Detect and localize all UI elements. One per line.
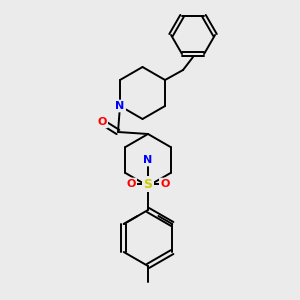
- Text: O: O: [160, 179, 170, 189]
- Text: O: O: [126, 179, 136, 189]
- Text: S: S: [143, 178, 152, 190]
- Text: O: O: [97, 117, 107, 127]
- Text: N: N: [116, 101, 124, 111]
- Text: N: N: [143, 155, 153, 165]
